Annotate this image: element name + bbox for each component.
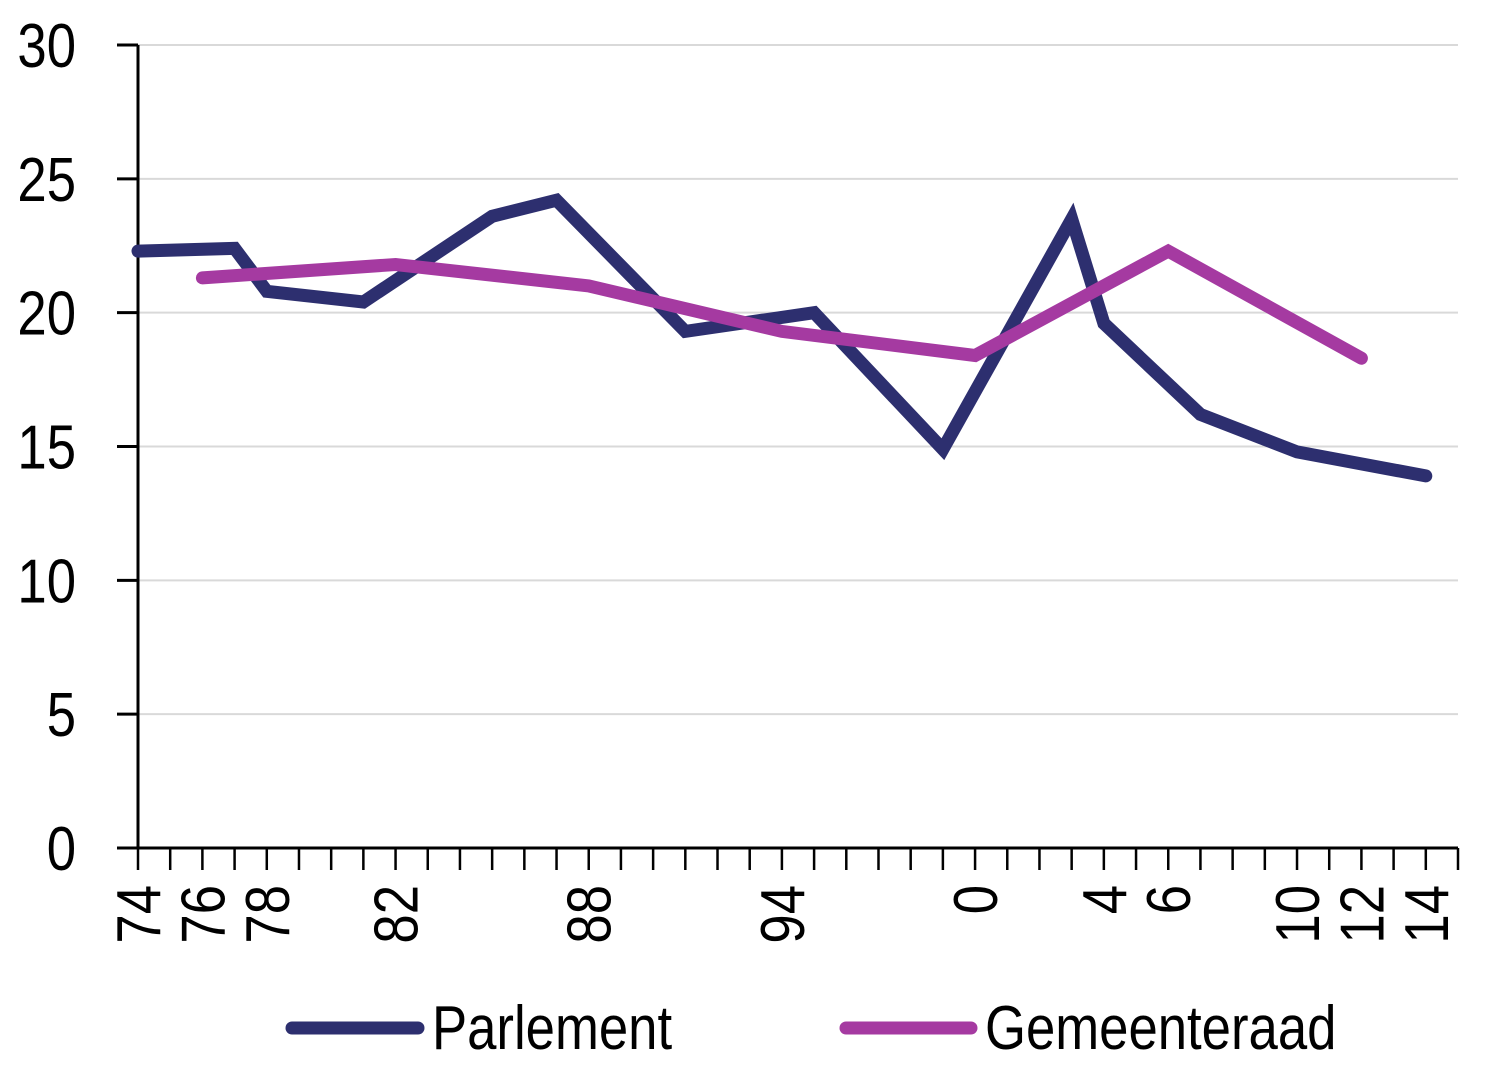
x-tick-label: 88	[556, 885, 625, 944]
x-tick-label: 10	[1264, 885, 1333, 944]
x-tick-label: 74	[105, 885, 174, 944]
y-tick-label: 30	[17, 12, 76, 81]
legend-label-gemeenteraad: Gemeenteraad	[985, 994, 1336, 1063]
legend: Parlement Gemeenteraad	[285, 994, 1336, 1063]
x-axis-ticks	[136, 848, 1460, 870]
x-tick-label: 94	[749, 885, 818, 944]
x-tick-label: 82	[363, 885, 432, 944]
x-tick-label: 12	[1328, 885, 1397, 944]
x-tick-label: 0	[942, 885, 1011, 914]
x-tick-label: 78	[234, 885, 303, 944]
gridlines	[138, 44, 1458, 716]
y-tick-label: 0	[47, 815, 76, 884]
x-tick-label: 4	[1071, 885, 1140, 914]
y-tick-label: 25	[17, 146, 76, 215]
series-line-gemeenteraad	[195, 243, 1368, 365]
y-tick-label: 15	[17, 414, 76, 483]
y-tick-label: 5	[47, 681, 76, 750]
y-axis-labels: 0 5 10 15 20 25 30	[17, 12, 138, 884]
y-tick-label: 20	[17, 280, 76, 349]
y-tick-label: 10	[17, 547, 76, 616]
x-tick-label: 76	[169, 885, 238, 944]
x-tick-label: 14	[1393, 885, 1462, 944]
series-line-parlement	[131, 192, 1433, 483]
legend-label-parlement: Parlement	[432, 994, 672, 1063]
x-tick-label: 6	[1135, 885, 1204, 914]
